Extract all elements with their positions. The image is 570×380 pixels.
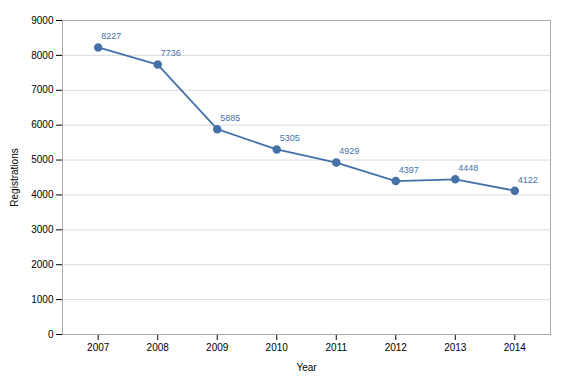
svg-text:2000: 2000 (31, 259, 54, 270)
svg-text:7000: 7000 (31, 84, 54, 95)
svg-text:2008: 2008 (147, 342, 170, 353)
svg-text:0: 0 (48, 329, 54, 340)
svg-text:5885: 5885 (220, 113, 240, 123)
svg-text:4000: 4000 (31, 189, 54, 200)
svg-text:4122: 4122 (518, 175, 538, 185)
svg-text:2009: 2009 (206, 342, 229, 353)
svg-text:6000: 6000 (31, 119, 54, 130)
svg-text:1000: 1000 (31, 294, 54, 305)
svg-text:5305: 5305 (280, 133, 300, 143)
svg-text:4448: 4448 (458, 163, 478, 173)
svg-text:Registrations: Registrations (9, 148, 20, 206)
svg-text:9000: 9000 (31, 15, 54, 26)
svg-text:4397: 4397 (399, 165, 419, 175)
svg-text:8000: 8000 (31, 50, 54, 61)
svg-text:2007: 2007 (87, 342, 110, 353)
svg-text:2011: 2011 (325, 342, 347, 353)
svg-text:7736: 7736 (161, 48, 181, 58)
svg-text:3000: 3000 (31, 224, 54, 235)
svg-text:5000: 5000 (31, 154, 54, 165)
svg-text:Year: Year (296, 362, 317, 373)
svg-text:2012: 2012 (385, 342, 408, 353)
svg-text:2013: 2013 (444, 342, 467, 353)
svg-text:2010: 2010 (266, 342, 289, 353)
svg-text:2014: 2014 (504, 342, 527, 353)
svg-text:8227: 8227 (101, 31, 121, 41)
svg-text:4929: 4929 (339, 146, 359, 156)
